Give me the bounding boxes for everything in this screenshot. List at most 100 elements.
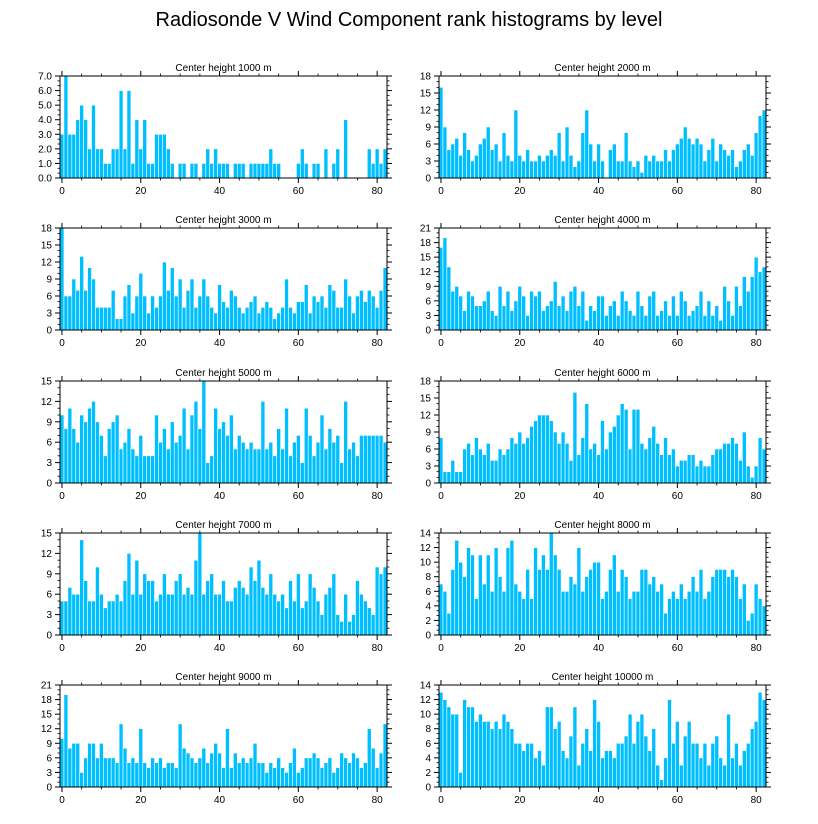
- histogram-bar: [509, 437, 515, 484]
- histogram-bar: [166, 290, 171, 331]
- histogram-bar: [99, 593, 104, 636]
- histogram-bar: [592, 561, 597, 636]
- histogram-bar: [580, 437, 586, 484]
- y-tick-label: 6: [425, 445, 431, 456]
- histogram-bar: [319, 767, 325, 788]
- histogram-bar: [679, 460, 684, 484]
- histogram-bar: [679, 290, 684, 331]
- x-tick-label: 60: [672, 795, 684, 806]
- histogram-bar: [382, 566, 388, 636]
- y-tick-label: 10: [420, 710, 432, 721]
- histogram-bar: [454, 138, 460, 179]
- histogram-bar: [560, 750, 566, 788]
- histogram-bar: [118, 448, 124, 484]
- histogram-bar: [619, 160, 625, 179]
- y-tick-label: 12: [420, 543, 432, 554]
- histogram-bar: [489, 310, 495, 331]
- histogram-bar: [690, 310, 696, 331]
- y-tick-label: 15: [41, 377, 53, 388]
- histogram-bar: [170, 762, 175, 788]
- histogram-bar: [730, 315, 735, 331]
- histogram-bar: [545, 155, 550, 179]
- histogram-bar: [189, 593, 195, 636]
- histogram-bar: [706, 149, 712, 179]
- y-tick-label: 6: [46, 292, 52, 303]
- histogram-bar: [303, 407, 309, 484]
- histogram-bar: [533, 547, 538, 636]
- x-tick-label: 80: [372, 186, 384, 197]
- histogram-bar: [738, 305, 743, 331]
- histogram-bar: [110, 600, 116, 636]
- histogram-bar: [690, 576, 696, 636]
- histogram-bar: [170, 421, 175, 484]
- histogram-bar: [95, 307, 100, 331]
- x-tick-label: 20: [514, 186, 526, 197]
- histogram-bar: [493, 721, 499, 788]
- y-tick-label: 2: [425, 616, 431, 627]
- histogram-bar: [659, 160, 664, 179]
- histogram-bar: [99, 742, 104, 788]
- histogram-bar: [142, 455, 147, 484]
- histogram-bar: [185, 448, 191, 484]
- histogram-bar: [150, 455, 155, 484]
- histogram-bar: [106, 600, 112, 636]
- histogram-bar: [529, 426, 534, 484]
- histogram-bar: [485, 290, 491, 331]
- histogram-bar: [564, 443, 570, 484]
- histogram-panel: Center height 2000 m 0 3 6 9 12 15 18 0 20 40 60 80: [420, 63, 771, 197]
- histogram-bar: [458, 155, 463, 179]
- histogram-bar: [225, 435, 230, 484]
- histogram-bar: [702, 160, 708, 179]
- y-tick-label: 0: [425, 783, 431, 794]
- histogram-bar: [205, 462, 211, 484]
- histogram-bar: [722, 149, 727, 179]
- histogram-bar: [323, 593, 329, 636]
- histogram-bar: [588, 305, 593, 331]
- histogram-bar: [181, 307, 187, 331]
- histogram-bar: [343, 757, 348, 788]
- histogram-bar: [142, 119, 147, 179]
- histogram-bar: [635, 160, 641, 179]
- histogram-bar: [588, 448, 593, 484]
- histogram-bar: [742, 431, 747, 484]
- histogram-bar: [509, 728, 515, 788]
- histogram-bar: [87, 407, 92, 484]
- plot-frame: [438, 684, 767, 788]
- histogram-bar: [335, 435, 341, 484]
- histogram-bar: [150, 163, 155, 179]
- histogram-bar: [584, 576, 590, 636]
- x-tick-label: 0: [438, 186, 444, 197]
- histogram-bar: [359, 593, 364, 636]
- y-tick-label: 9: [46, 275, 52, 286]
- histogram-bar: [288, 580, 293, 636]
- histogram-bar: [138, 273, 144, 331]
- x-tick-label: 80: [751, 491, 763, 502]
- histogram-bar: [710, 742, 716, 788]
- histogram-bar: [59, 600, 65, 636]
- histogram-bar: [651, 576, 656, 636]
- histogram-bar: [260, 762, 266, 788]
- histogram-bar: [142, 762, 147, 788]
- histogram-bar: [742, 276, 747, 331]
- histogram-bar: [205, 295, 211, 331]
- histogram-bar: [710, 454, 716, 484]
- y-tick-label: 3: [46, 768, 52, 779]
- y-tick-label: 0: [46, 326, 52, 337]
- histogram-bar: [134, 119, 140, 179]
- histogram-bar: [67, 407, 73, 484]
- histogram-bar: [517, 590, 523, 636]
- histogram-bar: [608, 750, 613, 788]
- histogram-bar: [505, 448, 511, 484]
- histogram-panel: Center height 4000 m 0 3 6 9 12 15 18 21 0 20 40 60 8…: [420, 215, 771, 349]
- histogram-bar: [438, 583, 444, 636]
- histogram-bar: [533, 295, 538, 331]
- histogram-bar: [351, 752, 356, 788]
- histogram-bar: [686, 721, 692, 788]
- y-tick-label: 3: [425, 157, 431, 168]
- histogram-bar: [217, 593, 222, 636]
- histogram-bar: [260, 587, 266, 636]
- histogram-bar: [296, 573, 301, 636]
- histogram-bar: [374, 435, 380, 484]
- x-tick-label: 40: [593, 643, 605, 654]
- histogram-bar: [734, 285, 739, 331]
